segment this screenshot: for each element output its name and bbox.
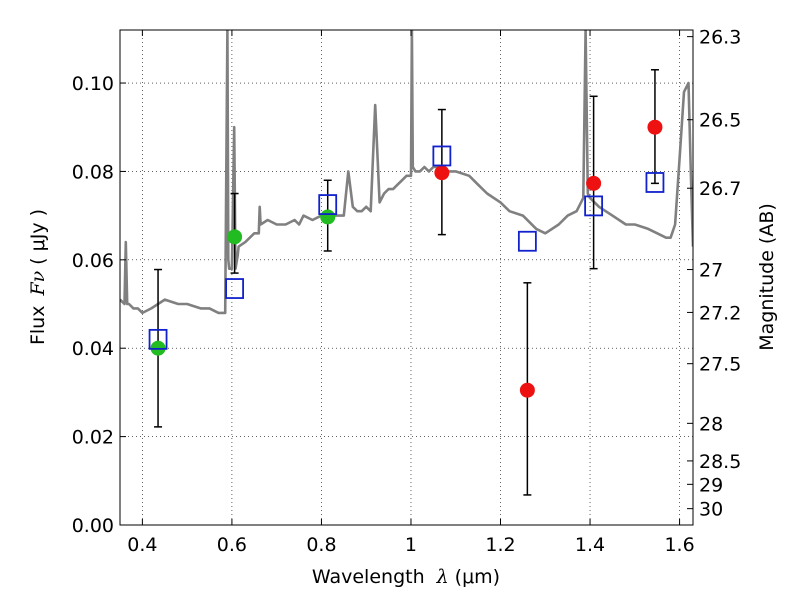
x-tick-label: 1.4 (575, 534, 605, 556)
right-tick-label: 28 (699, 413, 723, 435)
right-tick-label: 26.5 (699, 110, 741, 132)
spectrum-layer (120, 30, 693, 315)
right-tick-label: 30 (699, 499, 723, 521)
x-tick-label: 1.6 (664, 534, 694, 556)
model-point (225, 278, 245, 299)
data-point (434, 165, 450, 181)
model-point (148, 328, 168, 350)
model-point (432, 145, 452, 167)
model-point (584, 195, 604, 217)
right-tick-label: 27.5 (699, 354, 741, 376)
right-axis-label: Magnitude (AB) (756, 203, 778, 351)
y-tick-label: 0.00 (72, 515, 114, 537)
x-tick-label: 0.6 (217, 534, 247, 556)
x-tick-label: 1 (405, 534, 417, 556)
x-tick-label: 1.2 (485, 534, 515, 556)
y-axis-label: FluxFν( μJy ) (27, 209, 49, 345)
right-tick-label: 29 (699, 474, 723, 496)
right-tick-labels: 26.3 26.5 26.7 27 27.2 27.5 28 28.529 30 (699, 27, 741, 521)
right-tick-label: 28.5 (699, 451, 741, 473)
grid-lines (120, 30, 693, 525)
plot-frame (119, 29, 694, 526)
y-tick-label: 0.10 (72, 73, 114, 95)
y-tick-label: 0.04 (72, 338, 114, 360)
marker-layer (148, 119, 665, 398)
model-point (318, 194, 338, 215)
data-point (519, 382, 535, 398)
x-tick-labels: 0.4 0.6 0.8 1 1.2 1.4 1.6 (127, 534, 694, 556)
x-tick-label: 0.4 (127, 534, 157, 556)
right-tick-label: 26.3 (699, 27, 741, 49)
model-point (517, 230, 537, 252)
data-point (320, 209, 336, 225)
y-tick-label: 0.06 (72, 250, 114, 272)
y-tick-labels: 0.00 0.02 0.04 0.06 0.08 0.10 (72, 73, 114, 537)
right-tick-label: 27.2 (699, 302, 741, 324)
model-spectrum-line (120, 30, 693, 315)
data-point (647, 119, 663, 135)
x-tick-label: 0.8 (306, 534, 336, 556)
x-axis-label: Wavelength λ (μm) (312, 566, 500, 588)
axis-ticks (120, 30, 693, 526)
y-tick-label: 0.02 (72, 427, 114, 449)
right-tick-label: 27 (699, 260, 723, 282)
right-tick-label: 26.7 (699, 178, 741, 200)
data-point (227, 229, 243, 245)
model-point (645, 172, 665, 193)
y-tick-label: 0.08 (72, 161, 114, 183)
data-point (586, 175, 602, 191)
